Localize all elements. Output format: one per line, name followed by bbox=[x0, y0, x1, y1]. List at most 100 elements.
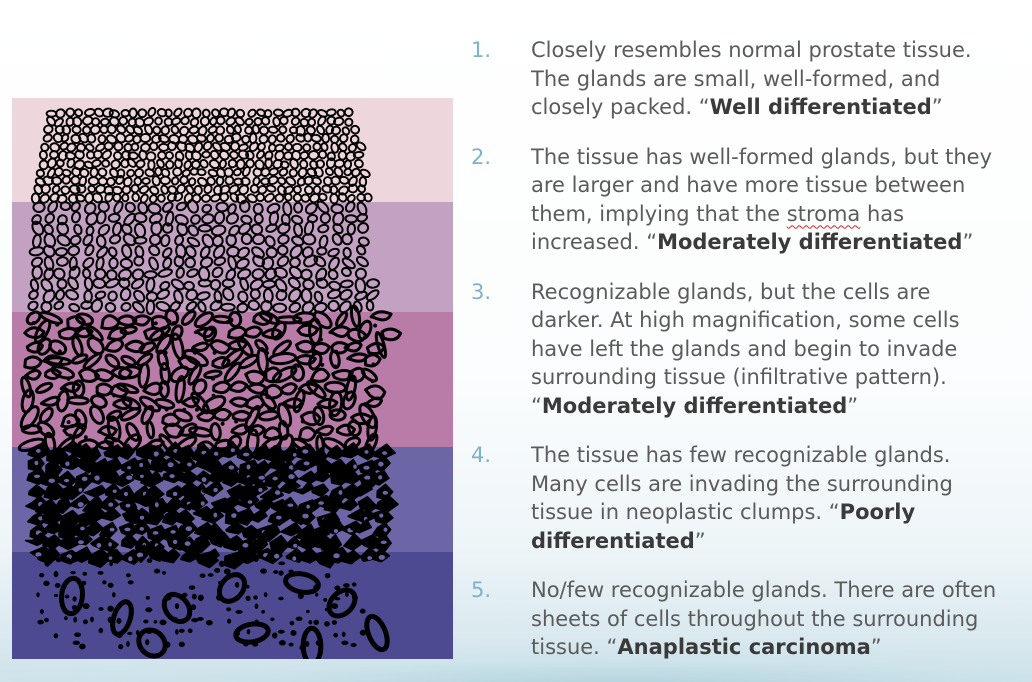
tissue-gland bbox=[290, 116, 301, 126]
tissue-gland bbox=[109, 561, 113, 567]
tissue-gland bbox=[147, 202, 162, 215]
tissue-gland bbox=[251, 124, 261, 135]
tissue-gland bbox=[139, 473, 145, 479]
tissue-gland bbox=[320, 362, 325, 367]
tissue-gland bbox=[292, 193, 303, 203]
tissue-gland bbox=[232, 168, 242, 177]
tissue-gland bbox=[250, 223, 264, 236]
tissue-gland bbox=[213, 290, 223, 304]
tissue-gland bbox=[327, 269, 339, 281]
tissue-gland bbox=[82, 571, 88, 576]
tissue-gland bbox=[304, 202, 318, 215]
tissue-gland bbox=[212, 244, 226, 259]
tissue-gland bbox=[272, 158, 283, 170]
tissue-gland bbox=[179, 175, 189, 185]
tissue-gland bbox=[178, 628, 185, 633]
tissue-gland bbox=[356, 213, 368, 223]
tissue-gland bbox=[56, 221, 70, 236]
tissue-gland bbox=[350, 643, 357, 648]
tissue-gland bbox=[227, 380, 249, 393]
tissue-gland bbox=[320, 533, 343, 553]
tissue-gland bbox=[225, 233, 237, 247]
tissue-gland bbox=[271, 365, 298, 384]
tissue-gland bbox=[293, 201, 304, 214]
tissue-gland bbox=[55, 256, 69, 267]
tissue-gland bbox=[321, 132, 331, 144]
tissue-gland bbox=[315, 159, 326, 169]
tissue-gland bbox=[332, 223, 344, 235]
tissue-gland bbox=[178, 641, 185, 648]
tissue-gland bbox=[60, 133, 70, 143]
tissue-gland bbox=[172, 408, 193, 423]
tissue-gland bbox=[338, 497, 359, 512]
tissue-gland bbox=[213, 256, 227, 267]
tissue-gland bbox=[207, 573, 214, 577]
tissue-gland bbox=[235, 193, 247, 205]
tissue-gland bbox=[183, 160, 192, 170]
tissue-gland bbox=[115, 382, 140, 395]
tissue-gland bbox=[212, 407, 232, 422]
tissue-gland bbox=[330, 125, 342, 136]
tissue-gland bbox=[107, 501, 115, 508]
tissue-gland bbox=[298, 470, 320, 484]
tissue-gland bbox=[171, 320, 176, 326]
tissue-gland bbox=[64, 616, 68, 621]
tissue-gland bbox=[66, 376, 71, 381]
tissue-gland bbox=[94, 290, 107, 300]
tissue-gland bbox=[211, 314, 234, 325]
spellcheck-word[interactable]: stroma bbox=[786, 201, 861, 226]
tissue-gland bbox=[187, 363, 203, 386]
tissue-gland bbox=[229, 150, 239, 160]
tissue-gland bbox=[137, 362, 150, 389]
tissue-gland bbox=[324, 167, 334, 177]
tissue-gland bbox=[166, 461, 175, 469]
tissue-gland bbox=[79, 643, 86, 650]
tissue-gland bbox=[147, 107, 157, 118]
tissue-gland bbox=[140, 405, 155, 425]
tissue-gland bbox=[267, 125, 279, 134]
tissue-gland bbox=[32, 201, 46, 214]
tissue-gland bbox=[144, 123, 154, 136]
tissue-gland bbox=[353, 508, 377, 524]
tissue-gland bbox=[343, 533, 365, 551]
tissue-gland bbox=[331, 620, 338, 625]
tissue-gland bbox=[109, 366, 133, 381]
tissue-gland bbox=[209, 116, 218, 126]
list-text-fragment: tissue. “ bbox=[531, 635, 618, 659]
tissue-gland bbox=[77, 367, 100, 383]
tissue-gland bbox=[59, 381, 82, 394]
tissue-gland bbox=[264, 235, 276, 248]
tissue-gland bbox=[236, 302, 249, 314]
tissue-gland bbox=[74, 312, 95, 326]
tissue-gland bbox=[165, 159, 175, 170]
tissue-gland bbox=[102, 457, 124, 474]
tissue-gland bbox=[235, 548, 261, 565]
tissue-gland bbox=[104, 302, 117, 313]
tissue-gland bbox=[97, 134, 107, 144]
tissue-gland bbox=[324, 573, 331, 579]
tissue-gland bbox=[104, 191, 114, 203]
tissue-gland bbox=[208, 159, 220, 170]
tissue-gland bbox=[211, 356, 231, 370]
list-number-3: 3. bbox=[471, 279, 492, 304]
tissue-gland bbox=[222, 287, 235, 302]
tissue-gland bbox=[83, 202, 97, 215]
tissue-gland bbox=[275, 315, 303, 325]
tissue-gland bbox=[133, 255, 145, 267]
list-text-line: differentiated” bbox=[531, 527, 1032, 556]
tissue-gland bbox=[77, 539, 85, 545]
tissue-gland bbox=[139, 132, 152, 144]
tissue-gland bbox=[227, 618, 232, 624]
tissue-gland bbox=[115, 132, 127, 144]
tissue-gland bbox=[55, 322, 60, 327]
tissue-gland bbox=[295, 125, 306, 137]
tissue-gland bbox=[51, 176, 63, 186]
tissue-gland bbox=[161, 222, 174, 234]
tissue-gland bbox=[199, 158, 209, 169]
tissue-gland bbox=[78, 132, 89, 144]
tissue-gland bbox=[57, 326, 79, 341]
tissue-gland bbox=[199, 573, 206, 579]
tissue-gland bbox=[341, 631, 346, 638]
tissue-gland bbox=[79, 525, 86, 532]
tissue-gland bbox=[118, 277, 131, 289]
